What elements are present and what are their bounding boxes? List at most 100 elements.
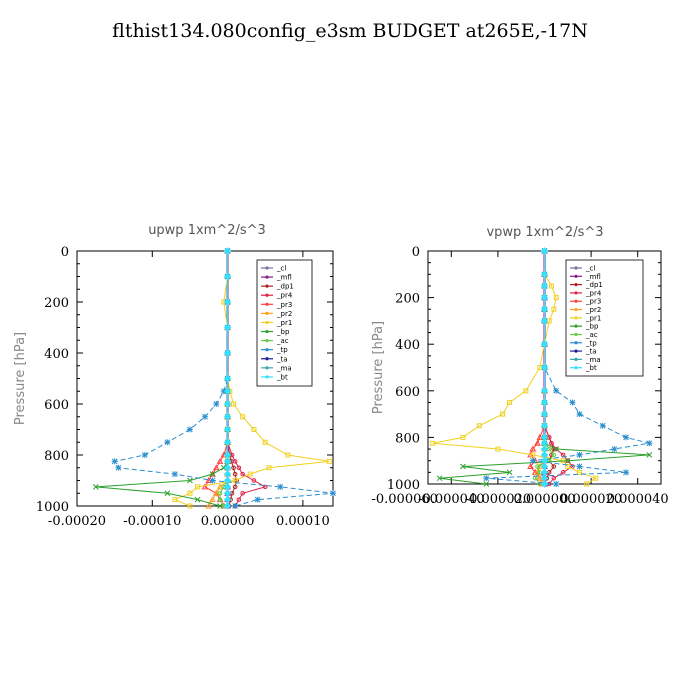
data-point <box>172 497 178 503</box>
data-point <box>212 464 220 471</box>
y-tick-label: 0 <box>61 245 69 260</box>
y-tick-label: 200 <box>395 292 420 307</box>
data-point <box>262 439 268 445</box>
chart-title: vpwp 1xm^2/s^3 <box>486 225 603 240</box>
data-point <box>326 458 332 464</box>
y-axis-label: Pressure [hPa] <box>371 321 386 414</box>
x-tick-label: 0.000040 <box>607 492 669 507</box>
x-tick-label: -0.000060 <box>371 492 437 507</box>
data-point <box>217 503 223 509</box>
legend-label: _tp <box>276 346 288 354</box>
data-point <box>549 440 554 446</box>
data-point <box>535 464 540 469</box>
legend-label: _pr1 <box>276 319 292 327</box>
legend-label: _bt <box>276 373 288 381</box>
data-point <box>460 434 466 440</box>
data-point <box>251 427 257 432</box>
chart-title: upwp 1xm^2/s^3 <box>148 223 266 238</box>
legend-label: _ac <box>276 337 289 345</box>
legend-marker <box>574 274 578 278</box>
data-point <box>223 349 232 357</box>
data-point <box>534 468 541 475</box>
data-point <box>576 469 582 475</box>
data-point <box>194 484 200 490</box>
data-point <box>231 465 236 471</box>
data-point <box>220 464 227 471</box>
legend-label: _mfl <box>276 274 292 282</box>
data-point <box>251 478 257 483</box>
legend-label: _pr2 <box>276 310 292 318</box>
legend-marker <box>265 357 269 361</box>
legend-marker <box>574 299 578 303</box>
data-point <box>187 503 193 509</box>
y-tick-label: 800 <box>395 431 420 446</box>
x-tick-label: -0.000020 <box>465 492 531 507</box>
y-tick-label: 0 <box>412 245 420 260</box>
legend-marker <box>574 307 578 312</box>
data-point <box>240 414 246 420</box>
legend-marker <box>574 332 578 337</box>
data-point <box>553 446 560 452</box>
data-point <box>212 489 220 496</box>
legend-label: _ta <box>276 355 288 363</box>
data-point <box>460 463 466 470</box>
data-point <box>529 445 537 452</box>
data-point <box>540 410 549 418</box>
legend-marker <box>574 316 578 320</box>
data-point <box>217 490 223 496</box>
data-point <box>223 247 232 255</box>
x-tick-label: -0.00010 <box>123 514 181 529</box>
data-point <box>223 413 232 421</box>
series-bp <box>92 248 231 509</box>
data-point <box>495 446 501 452</box>
legend-label: _dp1 <box>276 283 294 291</box>
data-point <box>540 293 549 302</box>
y-tick-label: 600 <box>395 385 420 400</box>
data-point <box>540 422 549 430</box>
data-point <box>523 388 529 394</box>
legend: _cl_mfl_dp1_pr4_pr3_pr2_pr1_bp_ac_tp_ta_… <box>565 259 644 377</box>
y-tick-label: 400 <box>44 347 69 362</box>
legend-label: _cl <box>276 265 286 273</box>
legend-marker <box>574 266 578 270</box>
legend-label: _pr2 <box>585 306 601 314</box>
data-point <box>232 484 238 490</box>
data-point <box>540 363 549 372</box>
data-point <box>266 465 272 471</box>
data-point <box>483 481 490 487</box>
data-point <box>540 317 549 325</box>
chart-2: vpwp 1xm^2/s^3 Pressure [hPa] 0 200 400 600 80… <box>371 225 669 507</box>
data-point <box>540 340 549 348</box>
data-point <box>285 452 291 458</box>
y-tick-label: 1000 <box>36 500 69 515</box>
data-point <box>240 471 245 477</box>
data-point <box>236 497 242 502</box>
legend-marker <box>265 320 269 325</box>
data-point <box>231 401 237 407</box>
y-tick-label: 800 <box>44 449 69 464</box>
y-tick-label: 400 <box>395 338 420 353</box>
y-tick-label: 1000 <box>387 478 420 493</box>
data-point <box>164 490 171 497</box>
data-point <box>436 475 443 482</box>
data-point <box>187 477 193 484</box>
legend-marker <box>265 302 269 306</box>
data-point <box>553 295 559 301</box>
legend-marker <box>265 339 269 343</box>
legend-marker <box>574 291 578 295</box>
series-bt <box>223 247 232 510</box>
data-point <box>527 462 534 470</box>
data-point <box>194 496 201 503</box>
data-point <box>564 457 571 464</box>
legend-label: _ta <box>585 348 597 356</box>
legend-label: _dp1 <box>585 281 603 289</box>
data-point <box>476 423 482 429</box>
data-point <box>548 283 554 289</box>
data-point <box>209 496 216 503</box>
data-point <box>205 502 213 509</box>
data-point <box>216 483 224 490</box>
data-point <box>223 425 232 434</box>
data-point <box>216 457 224 464</box>
data-point <box>565 464 571 470</box>
